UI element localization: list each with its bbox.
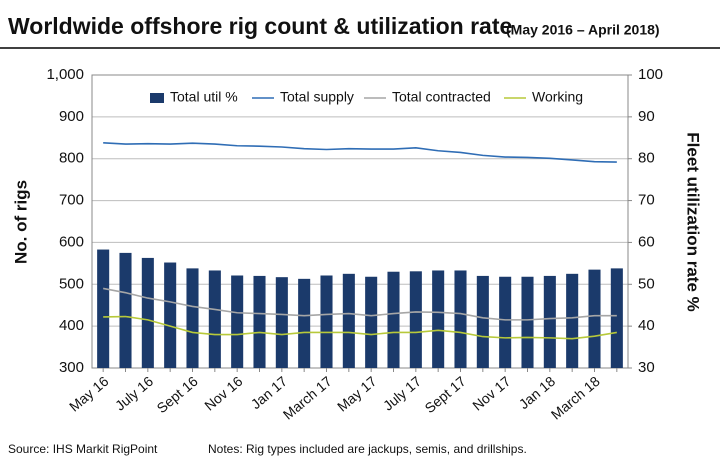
bar: [298, 278, 311, 368]
chart-title: Worldwide offshore rig count & utilizati…: [8, 13, 512, 39]
bar: [231, 275, 244, 368]
line-series: [103, 315, 617, 340]
bar: [432, 270, 445, 368]
y2-tick-label: 70: [638, 192, 655, 209]
x-tick-label: Sept 16: [154, 373, 201, 416]
bar: [566, 273, 579, 368]
bar: [97, 249, 110, 368]
bar: [164, 262, 177, 368]
y-tick-label: 1,000: [46, 66, 84, 83]
x-tick-label: May 16: [66, 373, 112, 415]
x-tick-label: July 17: [380, 373, 424, 414]
legend-label: Total contracted: [392, 89, 491, 105]
bar: [588, 269, 601, 368]
bar: [365, 276, 378, 368]
line-series: [103, 142, 617, 163]
y2-tick-label: 40: [638, 317, 655, 334]
y-tick-label: 400: [59, 317, 84, 334]
bar: [610, 268, 623, 368]
source-note: Source: IHS Markit RigPoint: [8, 442, 158, 456]
bar: [320, 275, 333, 368]
notes: Notes: Rig types included are jackups, s…: [208, 442, 527, 456]
x-tick-label: May 17: [334, 373, 380, 415]
y-axis-label: No. of rigs: [11, 180, 30, 264]
x-tick-label: March 17: [280, 373, 335, 423]
bar: [521, 276, 534, 368]
bar: [208, 270, 221, 368]
legend-label: Total supply: [280, 89, 354, 105]
y2-tick-label: 80: [638, 150, 655, 167]
y2-tick-label: 60: [638, 233, 655, 250]
bar: [409, 271, 422, 368]
chart-subtitle: (May 2016 – April 2018): [506, 22, 660, 38]
legend-swatch: [150, 93, 164, 103]
y-tick-label: 300: [59, 359, 84, 376]
y-tick-label: 500: [59, 275, 84, 292]
bar: [141, 257, 154, 368]
bar: [499, 276, 512, 368]
bar: [454, 270, 467, 368]
y-tick-label: 600: [59, 233, 84, 250]
bar: [186, 268, 199, 368]
x-tick-label: Sept 17: [422, 373, 469, 416]
y2-tick-label: 50: [638, 275, 655, 292]
y-tick-label: 800: [59, 150, 84, 167]
y-tick-label: 700: [59, 192, 84, 209]
y2-axis-label: Fleet utilization rate %: [684, 132, 703, 311]
bar: [543, 275, 556, 368]
line-series: [103, 287, 617, 321]
bar: [476, 275, 489, 368]
bar: [342, 273, 355, 368]
y2-tick-label: 100: [638, 66, 663, 83]
bar: [387, 271, 400, 368]
y2-tick-label: 90: [638, 108, 655, 125]
plot-frame: [91, 74, 629, 369]
legend-label: Working: [532, 89, 583, 105]
bar: [253, 275, 266, 368]
x-tick-label: July 16: [112, 373, 156, 414]
bar: [275, 277, 288, 368]
y2-tick-label: 30: [638, 359, 655, 376]
x-tick-label: March 18: [548, 373, 603, 423]
x-tick-label: Nov 17: [469, 373, 513, 414]
y-tick-label: 900: [59, 108, 84, 125]
x-tick-label: Nov 16: [201, 373, 245, 414]
legend-label: Total util %: [170, 89, 238, 105]
bar: [119, 252, 132, 368]
